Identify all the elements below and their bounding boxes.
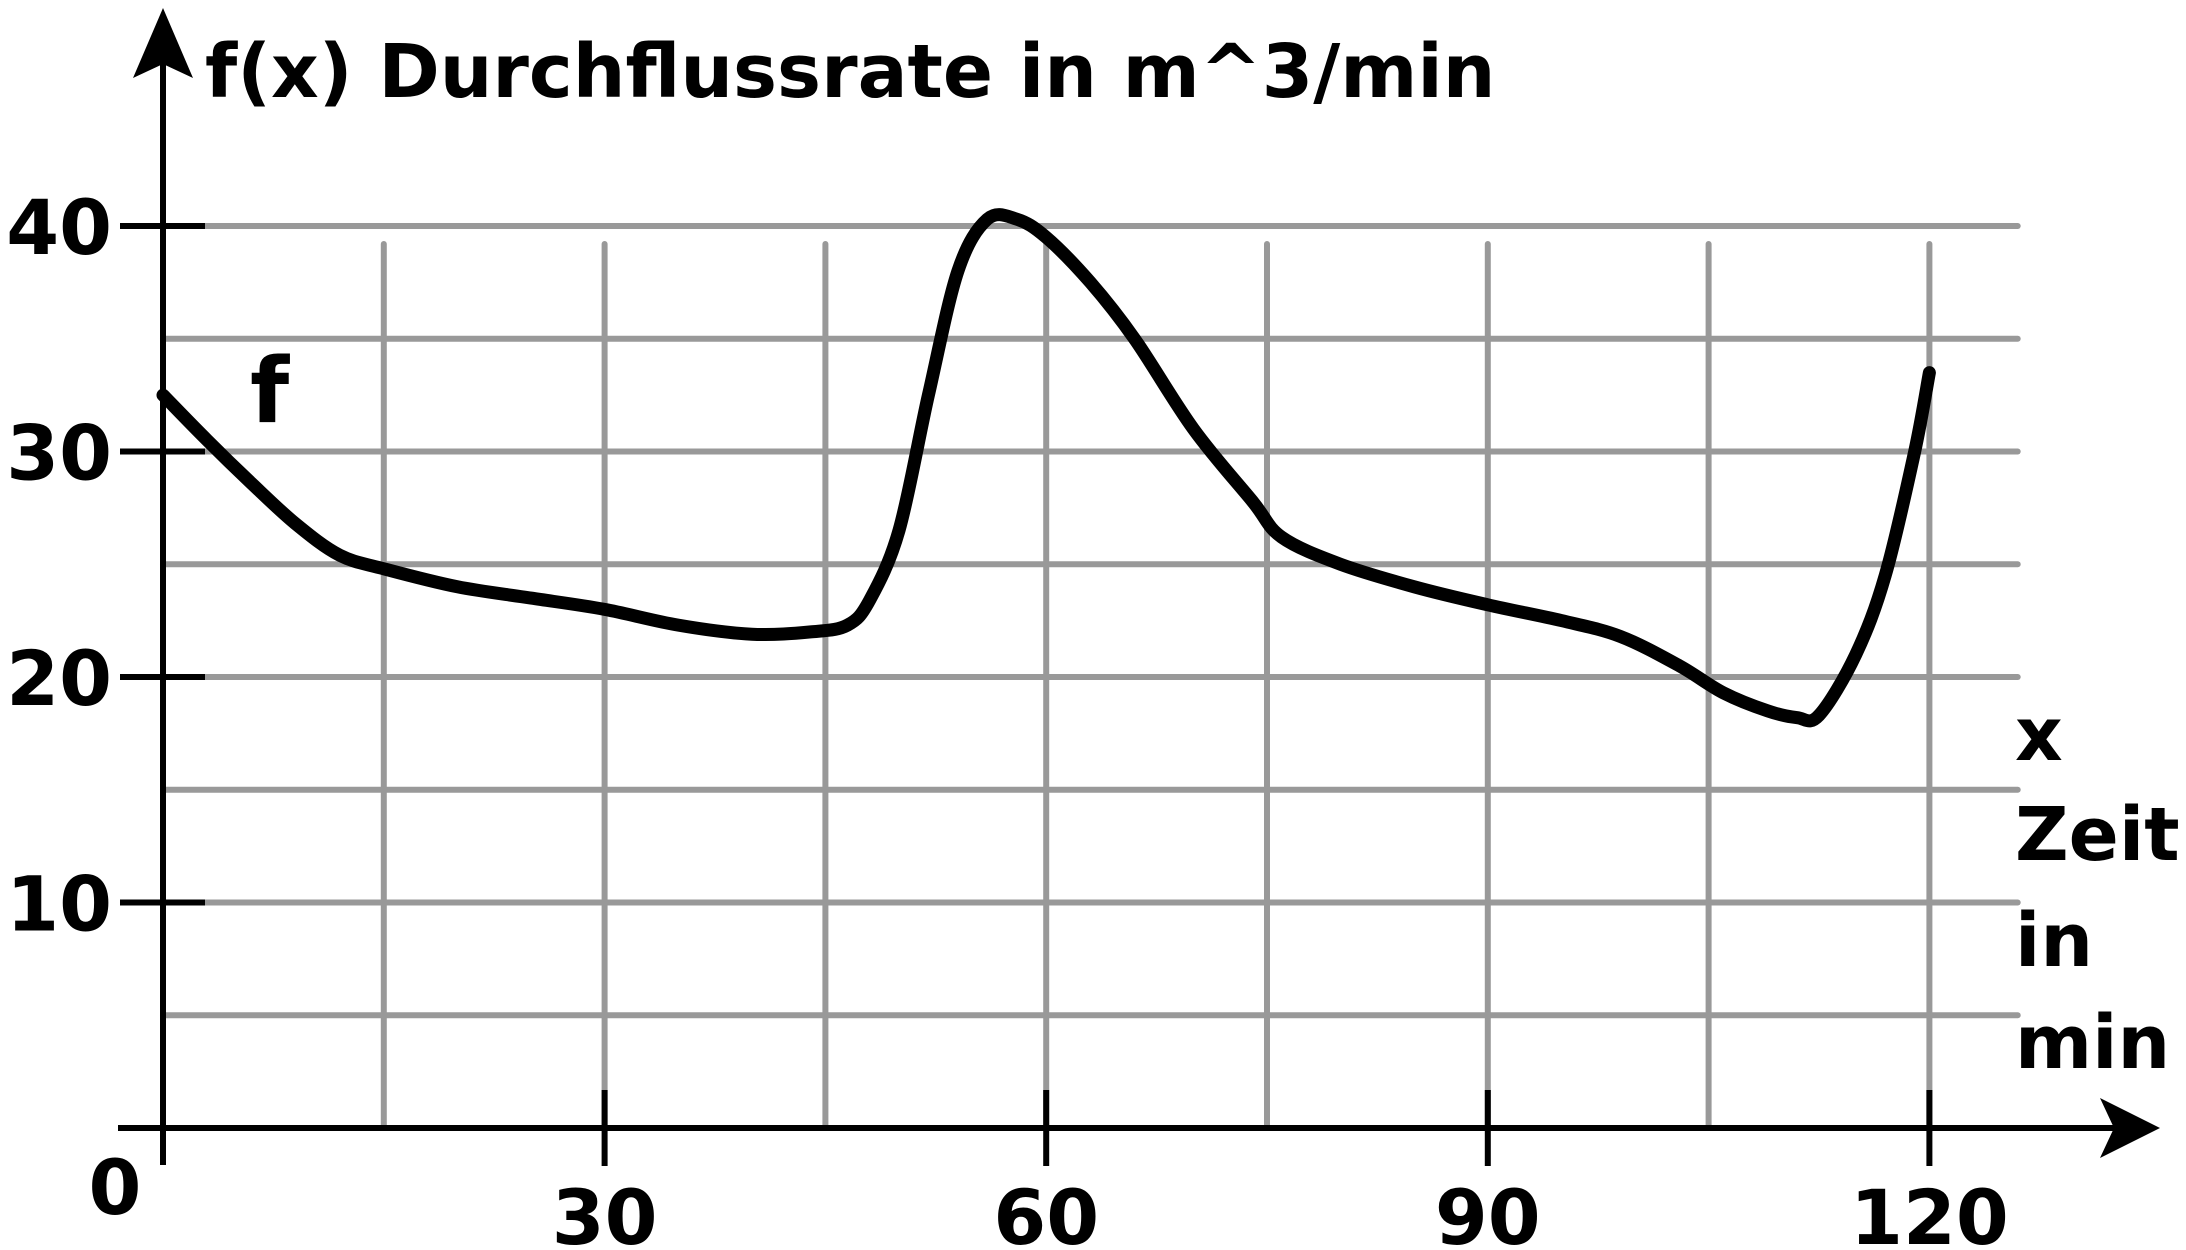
x-axis-name-line-3: in bbox=[2015, 898, 2093, 984]
x-axis-arrow bbox=[2100, 1098, 2160, 1158]
x-tick-label: 120 bbox=[1850, 1173, 2009, 1250]
x-axis-name-line-4: min bbox=[2015, 1000, 2170, 1086]
y-tick-label: 10 bbox=[6, 860, 112, 949]
y-axis-title: f(x) Durchflussrate in m^3/min bbox=[205, 29, 1495, 115]
ticks: 30 60 90 120 10 20 30 40 bbox=[6, 183, 2008, 1250]
y-tick-label: 30 bbox=[6, 409, 112, 498]
axes bbox=[118, 8, 2160, 1165]
series-line-f bbox=[156, 208, 1936, 728]
y-tick-label: 20 bbox=[6, 634, 112, 723]
x-tick-label: 90 bbox=[1435, 1173, 1541, 1250]
x-axis-name-line-1: x bbox=[2015, 692, 2063, 778]
series-label-f: f bbox=[250, 339, 290, 444]
origin-label: 0 bbox=[89, 1143, 142, 1232]
grid bbox=[160, 223, 2021, 1131]
x-tick-label: 60 bbox=[993, 1173, 1099, 1250]
x-tick-label: 30 bbox=[552, 1173, 658, 1250]
x-axis-name-line-2: Zeit bbox=[2015, 792, 2180, 878]
y-tick-label: 40 bbox=[6, 183, 112, 272]
y-axis-arrow bbox=[133, 8, 193, 78]
